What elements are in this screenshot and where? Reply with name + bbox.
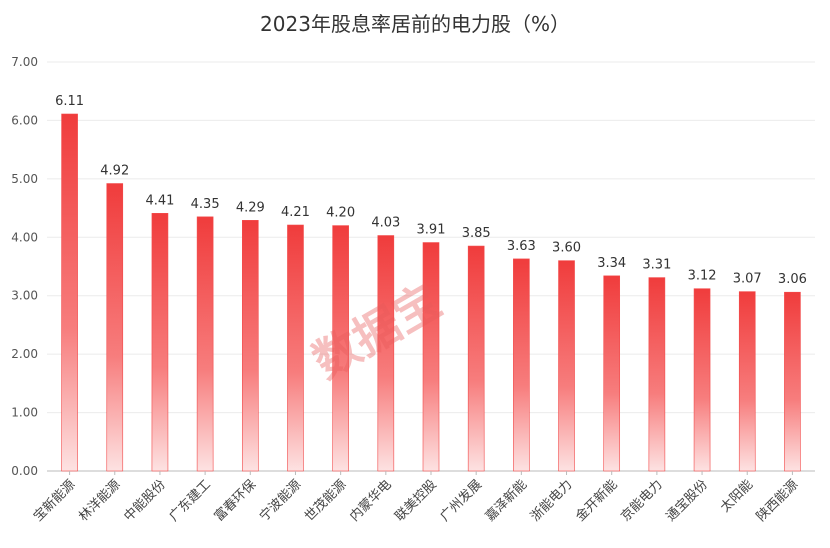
data-label: 3.31 — [642, 258, 671, 273]
bar — [603, 275, 621, 472]
x-tick-label: 京能电力 — [618, 477, 665, 524]
x-tick-label: 联美控股 — [392, 477, 439, 524]
bar — [241, 220, 259, 472]
data-label: 3.07 — [733, 272, 762, 287]
bar — [467, 245, 485, 472]
bar — [738, 291, 756, 472]
data-label: 3.12 — [688, 269, 717, 284]
data-label: 4.35 — [191, 197, 220, 212]
x-tick-label: 嘉泽新能 — [482, 477, 530, 525]
bar — [648, 277, 666, 472]
bar — [558, 260, 575, 472]
x-tick-label: 广州发展 — [437, 477, 485, 525]
x-tick-label: 宁波能源 — [256, 477, 304, 525]
x-tick-label: 宝新能源 — [30, 477, 78, 525]
y-tick-label: 4.00 — [11, 230, 38, 244]
y-tick-label: 5.00 — [11, 172, 38, 186]
x-tick-label: 中能股份 — [121, 477, 168, 524]
bar — [106, 183, 124, 472]
data-label: 3.60 — [552, 241, 581, 256]
bar — [287, 224, 304, 472]
x-tick-label: 金开新能 — [572, 477, 620, 525]
x-tick-label: 太阳能 — [718, 477, 756, 515]
data-label: 4.21 — [281, 205, 310, 220]
bar — [422, 242, 440, 472]
bar — [784, 291, 801, 472]
bar — [693, 288, 711, 472]
bar — [196, 216, 214, 472]
data-label: 4.20 — [326, 206, 355, 221]
x-tick-label: 广东建工 — [167, 477, 214, 524]
y-tick-label: 0.00 — [11, 464, 38, 478]
x-tick-label: 富春环保 — [211, 477, 259, 525]
data-label: 3.85 — [462, 226, 491, 241]
x-axis: 宝新能源林洋能源中能股份广东建工富春环保宁波能源世茂能源内蒙华电联美控股广州发展… — [30, 471, 801, 525]
data-label: 4.41 — [145, 193, 174, 208]
chart-title: 2023年股息率居前的电力股（%） — [260, 12, 570, 36]
x-tick-label: 通宝股份 — [664, 477, 711, 524]
bar — [513, 258, 530, 472]
y-tick-label: 3.00 — [11, 289, 38, 303]
y-axis: 0.00 1.00 2.00 3.00 4.00 5.00 6.00 7.00 — [11, 55, 38, 478]
y-tick-label: 6.00 — [11, 113, 38, 127]
data-label: 3.91 — [417, 223, 446, 238]
y-tick-label: 2.00 — [11, 347, 38, 361]
data-label: 4.03 — [371, 216, 400, 231]
data-label: 6.11 — [55, 94, 84, 109]
data-label: 4.92 — [100, 164, 129, 179]
bar — [61, 113, 78, 472]
x-tick-label: 陕西能源 — [754, 477, 801, 524]
data-label: 3.06 — [778, 272, 807, 287]
x-tick-label: 浙能电力 — [528, 477, 575, 524]
data-label: 3.63 — [507, 239, 536, 254]
y-tick-label: 1.00 — [11, 406, 38, 420]
data-labels: 6.11 4.92 4.41 4.35 4.29 4.21 4.20 4.03 3.91 3.85… — [55, 94, 807, 287]
x-tick-label: 世茂能源 — [302, 477, 349, 524]
x-tick-label: 内蒙华电 — [347, 477, 395, 525]
data-label: 4.29 — [236, 200, 265, 215]
data-label: 3.34 — [597, 256, 626, 271]
bar — [151, 213, 169, 472]
y-tick-label: 7.00 — [11, 55, 38, 69]
x-tick-label: 林洋能源 — [76, 477, 123, 524]
